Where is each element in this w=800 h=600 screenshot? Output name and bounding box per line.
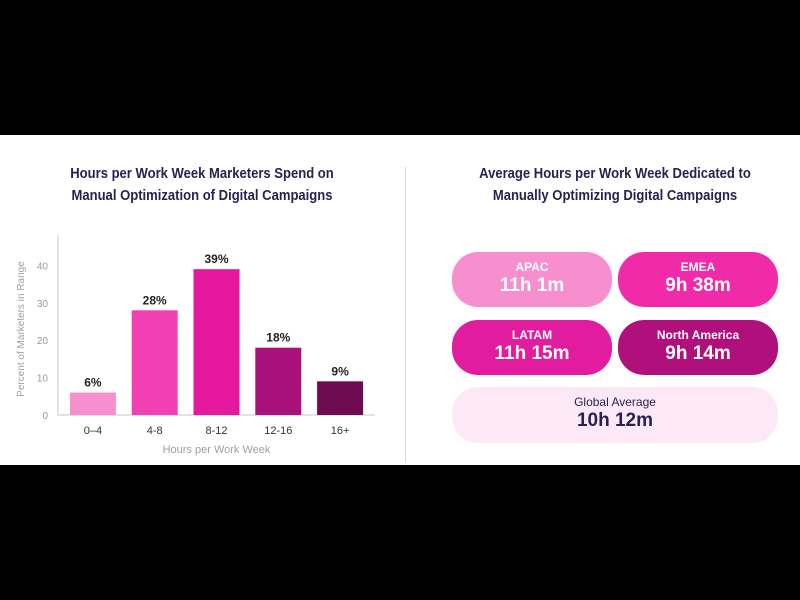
y-tick-label: 30 (37, 299, 49, 310)
bar-1 (69, 392, 116, 415)
left-title-line-2: Manual Optimization of Digital Campaigns (71, 188, 333, 204)
global-average-pill: Global Average 10h 12m (452, 387, 778, 443)
region-value: 9h 14m (665, 343, 731, 364)
region-pill-latam: LATAM 11h 15m (452, 320, 612, 375)
content-panel: Hours per Work Week Marketers Spend on M… (0, 135, 800, 465)
x-tick-label: 4-8 (147, 425, 163, 437)
bar-5 (317, 381, 364, 415)
bar-3 (193, 269, 240, 415)
bar-value-label: 9% (331, 364, 349, 378)
left-title-line-1: Hours per Work Week Marketers Spend on (70, 166, 334, 182)
left-chart-title: Hours per Work Week Marketers Spend on M… (40, 163, 364, 207)
region-label: LATAM (511, 328, 553, 342)
x-tick-label: 8-12 (205, 425, 227, 437)
right-title-line-2: Manually Optimizing Digital Campaigns (492, 188, 738, 204)
y-tick-label: 40 (37, 261, 49, 272)
global-average-value: 10h 12m (576, 410, 654, 431)
x-tick-label: 12-16 (264, 425, 292, 437)
x-tick-label: 0–4 (84, 425, 102, 437)
bar-value-label: 28% (143, 293, 167, 307)
x-tick-label: 16+ (331, 425, 350, 437)
y-tick-label: 20 (37, 336, 49, 347)
bar-value-label: 18% (266, 331, 290, 345)
bar-4 (255, 347, 302, 415)
y-axis-label: Percent of Marketers in Range (16, 261, 27, 397)
region-pill-north-america: North America 9h 14m (618, 320, 778, 375)
region-pill-apac: APAC 11h 1m (452, 252, 612, 307)
bar-2 (131, 310, 178, 415)
region-value: 11h 15m (494, 343, 570, 364)
region-label: APAC (515, 260, 549, 274)
panel-divider (405, 167, 406, 462)
bar-value-label: 39% (204, 252, 228, 266)
y-tick-label: 10 (37, 374, 49, 385)
region-value: 11h 1m (499, 275, 565, 296)
region-label: North America (656, 328, 740, 342)
global-average-label: Global Average (574, 395, 656, 409)
region-pill-emea: EMEA 9h 38m (618, 252, 778, 307)
bar-chart: 0 10 20 30 40 Percent of Marketers in Range 6%… (16, 235, 375, 456)
right-title-line-1: Average Hours per Work Week Dedicated to (479, 166, 751, 182)
y-tick-label: 0 (42, 411, 48, 422)
x-axis-label: Hours per Work Week (163, 444, 271, 456)
right-panel-title: Average Hours per Work Week Dedicated to… (440, 163, 791, 207)
region-value: 9h 38m (665, 275, 731, 296)
region-label: EMEA (680, 260, 716, 274)
bar-value-label: 6% (84, 376, 102, 390)
